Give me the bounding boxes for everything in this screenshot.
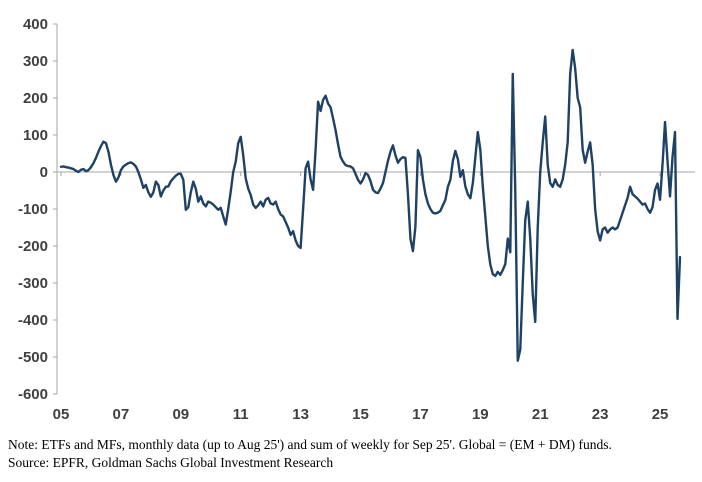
chart-footnotes: Note: ETFs and MFs, monthly data (up to … — [8, 436, 702, 472]
y-axis: 400 300 200 100 0 -100 -200 -300 -400 -500 -600 — [18, 16, 58, 403]
y-tick-label: -200 — [18, 238, 48, 255]
flows-chart: 400 300 200 100 0 -100 -200 -300 -400 -500 -600 05… — [18, 16, 695, 423]
x-tick-label: 15 — [352, 406, 369, 423]
x-tick-label: 13 — [292, 406, 309, 423]
note-text: Note: ETFs and MFs, monthly data (up to … — [8, 437, 612, 452]
y-tick-label: 0 — [40, 164, 48, 181]
x-tick-label: 07 — [113, 406, 130, 423]
y-tick-label: -400 — [18, 312, 48, 329]
y-tick-label: -500 — [18, 349, 48, 366]
flows-line-series — [59, 48, 682, 362]
source-text: Source: EPFR, Goldman Sachs Global Inves… — [8, 454, 334, 470]
y-tick-label: -100 — [18, 201, 48, 218]
x-tick-label: 05 — [53, 406, 70, 423]
x-tick-label: 25 — [652, 406, 669, 423]
y-tick-label: -600 — [18, 386, 48, 403]
x-tick-label: 19 — [472, 406, 489, 423]
x-tick-label: 09 — [172, 406, 189, 423]
x-axis: 05 07 09 11 13 15 17 19 21 23 25 — [53, 172, 669, 423]
flows-line-path — [59, 48, 682, 362]
x-tick-label: 23 — [592, 406, 609, 423]
y-tick-label: -300 — [18, 275, 48, 292]
y-tick-label: 400 — [23, 16, 48, 33]
y-tick-label: 300 — [23, 53, 48, 70]
y-tick-label: 200 — [23, 90, 48, 107]
x-tick-label: 11 — [233, 406, 249, 423]
y-tick-label: 100 — [23, 127, 48, 144]
x-tick-label: 21 — [532, 406, 549, 423]
x-tick-label: 17 — [412, 406, 429, 423]
